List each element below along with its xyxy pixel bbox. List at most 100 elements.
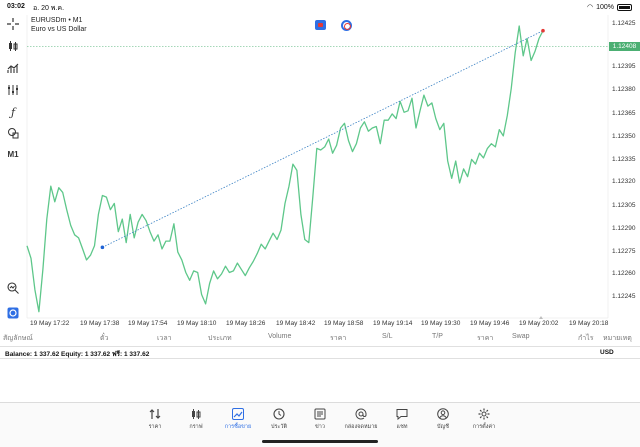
balance-currency: USD xyxy=(600,349,614,356)
balance-summary: Balance: 1 337.62 Equity: 1 337.62 ฟรี: … xyxy=(5,351,150,358)
tab-history-label: ประวัติ xyxy=(270,424,288,430)
time-axis-label: 19 May 17:54 xyxy=(128,320,168,327)
one-click-trading-toggle[interactable] xyxy=(341,20,352,31)
tab-account[interactable]: บัญชี xyxy=(425,408,461,431)
tab-settings-label: การตั้งค่า xyxy=(472,424,496,430)
time-axis-label: 19 May 18:42 xyxy=(276,320,316,327)
mailbox-at-icon xyxy=(355,408,367,420)
status-bar: 03:02 อ. 20 พ.ค. ◠ 100% xyxy=(0,0,640,14)
battery-icon xyxy=(617,3,632,11)
tab-chat-label: แชท xyxy=(396,424,408,430)
tab-chart[interactable]: กราฟ xyxy=(178,408,214,431)
quotes-arrows-icon xyxy=(149,409,161,419)
trend-start-point xyxy=(100,245,105,250)
chart-type-icon[interactable] xyxy=(5,38,21,54)
time-axis-label: 19 May 19:30 xyxy=(421,320,461,327)
col-swap[interactable]: Swap xyxy=(512,333,530,340)
chat-icon xyxy=(396,409,408,420)
objects-settings-icon[interactable] xyxy=(5,82,21,98)
tab-quotes-label: ราคา xyxy=(148,424,162,430)
price-axis-label: 1.12245 xyxy=(612,293,636,300)
time-axis-label: 19 May 19:14 xyxy=(373,320,413,327)
time-axis-label: 19 May 20:02 xyxy=(519,320,559,327)
col-tp[interactable]: T/P xyxy=(432,333,443,340)
timeframe-button[interactable]: M1 xyxy=(7,149,19,159)
chart-shift-marker xyxy=(539,316,543,319)
one-click-icon[interactable] xyxy=(5,305,21,321)
trade-table-header: สัญลักษณ์ ตั๋ว เวลา ประเภท Volume ราคา S… xyxy=(0,331,640,343)
candles-icon xyxy=(192,409,201,419)
bottom-tab-bar: ราคา กราฟ การซื้อขาย ประวัติ ข่าว กล่องจ… xyxy=(0,402,640,447)
tab-mailbox[interactable]: กล่องจดหมาย xyxy=(343,408,379,431)
tab-quotes[interactable]: ราคา xyxy=(137,408,173,431)
history-clock-icon xyxy=(273,408,285,420)
price-series xyxy=(26,25,544,313)
status-date: อ. 20 พ.ค. xyxy=(33,5,65,12)
price-axis-label: 1.12320 xyxy=(612,178,636,185)
tab-account-label: บัญชี xyxy=(437,424,449,430)
symbol-info: EURUSDm • M1 Euro vs US Dollar xyxy=(31,16,87,34)
tab-news[interactable]: ข่าว xyxy=(302,408,338,431)
trade-chart-icon xyxy=(232,408,244,420)
time-axis-label: 19 May 17:22 xyxy=(30,320,70,327)
col-ticket[interactable]: ตั๋ว xyxy=(100,335,109,342)
col-sl[interactable]: S/L xyxy=(382,333,393,340)
current-price-tag: 1.12408 xyxy=(609,42,640,51)
home-indicator xyxy=(262,440,378,443)
time-axis-label: 19 May 18:10 xyxy=(177,320,217,327)
price-axis-label: 1.12260 xyxy=(612,270,636,277)
status-right: ◠ 100% xyxy=(587,3,632,11)
battery-percent: 100% xyxy=(596,3,614,11)
indicators-icon[interactable] xyxy=(5,60,21,76)
wifi-icon: ◠ xyxy=(586,4,594,11)
price-axis-label: 1.12380 xyxy=(612,86,636,93)
col-open-price[interactable]: ราคา xyxy=(330,335,347,342)
one-click-sell-button[interactable] xyxy=(315,20,326,30)
table-separator xyxy=(0,358,640,359)
balance-row: Balance: 1 337.62 Equity: 1 337.62 ฟรี: … xyxy=(0,346,640,358)
col-type[interactable]: ประเภท xyxy=(208,335,232,342)
account-user-icon xyxy=(437,408,449,420)
price-axis-label: 1.12305 xyxy=(612,202,636,209)
tab-chart-label: กราฟ xyxy=(189,424,203,430)
col-comment[interactable]: หมายเหตุ xyxy=(603,335,632,342)
time-axis-label: 19 May 17:38 xyxy=(80,320,120,327)
crosshair-icon[interactable] xyxy=(5,16,21,32)
symbol-description: Euro vs US Dollar xyxy=(31,26,87,33)
time-axis-label: 19 May 18:26 xyxy=(226,320,266,327)
status-time: 03:02 xyxy=(7,3,25,10)
col-time[interactable]: เวลา xyxy=(157,335,172,342)
tab-mailbox-label: กล่องจดหมาย xyxy=(344,424,378,430)
tab-trade-label: การซื้อขาย xyxy=(224,424,252,430)
trend-line-group xyxy=(100,28,545,250)
price-axis-label: 1.12425 xyxy=(612,20,636,27)
tab-trade[interactable]: การซื้อขาย xyxy=(220,408,256,431)
tab-settings[interactable]: การตั้งค่า xyxy=(466,408,502,431)
col-current-price[interactable]: ราคา xyxy=(477,335,494,342)
col-profit[interactable]: กำไร xyxy=(578,335,594,342)
col-symbol[interactable]: สัญลักษณ์ xyxy=(3,335,33,342)
tab-chat[interactable]: แชท xyxy=(384,408,420,431)
price-axis-label: 1.12335 xyxy=(612,156,636,163)
chart-toolbar: ƒ M1 xyxy=(0,14,27,320)
time-axis-label: 19 May 20:18 xyxy=(569,320,609,327)
time-axis-label: 19 May 18:58 xyxy=(324,320,364,327)
tab-news-label: ข่าว xyxy=(315,424,325,430)
price-axis-label: 1.12290 xyxy=(612,225,636,232)
symbol-name: EURUSDm • M1 xyxy=(31,17,83,24)
price-line xyxy=(26,25,544,313)
trend-line xyxy=(102,30,544,248)
price-axis-label: 1.12350 xyxy=(612,133,636,140)
chart-search-icon[interactable] xyxy=(5,280,21,296)
price-axis-label: 1.12365 xyxy=(612,110,636,117)
price-chart[interactable] xyxy=(0,0,640,331)
price-axis-label: 1.12275 xyxy=(612,248,636,255)
trend-end-point xyxy=(541,28,545,33)
tab-history[interactable]: ประวัติ xyxy=(261,408,297,431)
settings-gear-icon xyxy=(478,408,490,420)
price-axis-label: 1.12395 xyxy=(612,63,636,70)
drawing-shapes-icon[interactable] xyxy=(5,125,21,141)
function-icon[interactable]: ƒ xyxy=(10,105,16,119)
col-volume[interactable]: Volume xyxy=(268,333,292,340)
time-axis-label: 19 May 19:46 xyxy=(470,320,510,327)
